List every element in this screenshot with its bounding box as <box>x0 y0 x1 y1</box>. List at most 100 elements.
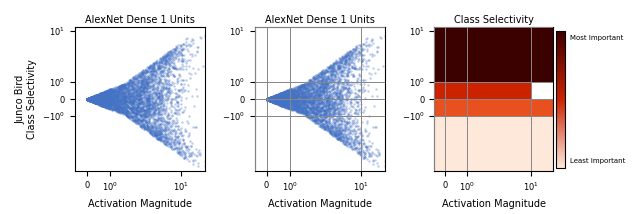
Point <box>290 108 300 112</box>
Point <box>108 103 118 107</box>
Point <box>157 98 167 102</box>
Point <box>275 96 285 99</box>
Point <box>262 97 272 101</box>
Point <box>86 98 97 101</box>
Point <box>327 126 337 129</box>
Point <box>342 113 353 117</box>
Point <box>113 111 124 114</box>
Point <box>86 98 97 101</box>
Point <box>337 75 347 78</box>
Point <box>262 98 272 101</box>
Point <box>266 100 276 103</box>
Point <box>100 91 111 94</box>
Point <box>147 105 157 108</box>
Point <box>108 97 118 100</box>
Point <box>92 96 102 99</box>
Point <box>84 97 95 100</box>
Point <box>135 101 145 104</box>
Point <box>273 95 283 99</box>
Point <box>282 89 292 92</box>
Point <box>266 98 276 102</box>
Point <box>268 96 278 99</box>
Point <box>90 100 100 103</box>
Point <box>140 108 150 112</box>
Point <box>333 83 344 86</box>
Point <box>262 98 273 101</box>
Point <box>134 99 144 102</box>
Point <box>280 92 290 96</box>
Point <box>264 98 275 102</box>
Point <box>90 101 100 104</box>
Point <box>96 93 106 96</box>
Point <box>273 96 283 100</box>
Point <box>282 104 292 107</box>
Point <box>329 117 339 121</box>
Point <box>142 120 152 123</box>
Point <box>266 98 276 102</box>
Point <box>262 98 273 101</box>
Point <box>97 102 108 105</box>
Point <box>154 61 164 64</box>
Point <box>265 99 275 102</box>
Point <box>354 141 364 144</box>
Point <box>161 86 171 89</box>
Point <box>267 98 277 101</box>
Point <box>281 89 291 93</box>
Point <box>312 79 323 83</box>
Point <box>303 102 313 105</box>
Point <box>95 97 106 101</box>
Point <box>150 77 160 81</box>
Point <box>149 64 159 67</box>
Point <box>166 57 177 61</box>
Point <box>135 114 145 117</box>
Point <box>319 78 329 82</box>
Point <box>275 98 285 102</box>
Point <box>82 97 92 101</box>
Point <box>140 94 150 97</box>
Point <box>278 92 288 95</box>
Point <box>83 97 93 101</box>
Point <box>143 74 153 78</box>
Point <box>138 102 148 105</box>
Point <box>282 95 292 99</box>
Point <box>159 109 170 112</box>
Point <box>338 104 348 108</box>
Point <box>88 100 99 103</box>
Point <box>274 96 284 99</box>
Point <box>325 64 335 67</box>
Point <box>363 43 373 46</box>
Point <box>83 97 93 100</box>
Point <box>273 94 283 97</box>
Point <box>271 96 282 99</box>
Point <box>335 102 346 105</box>
Point <box>89 97 99 101</box>
Point <box>94 100 104 103</box>
Point <box>165 49 175 52</box>
Point <box>324 74 335 77</box>
Point <box>270 97 280 100</box>
Point <box>348 146 358 150</box>
Point <box>85 97 95 101</box>
Point <box>161 114 172 118</box>
Point <box>326 64 336 67</box>
Point <box>90 98 100 101</box>
Point <box>280 93 291 97</box>
Point <box>91 94 101 98</box>
Point <box>148 101 158 105</box>
Point <box>264 98 274 102</box>
Point <box>147 68 157 72</box>
Point <box>138 83 148 86</box>
Point <box>275 94 285 98</box>
Point <box>292 89 303 92</box>
Point <box>310 96 320 99</box>
Point <box>118 94 128 97</box>
Point <box>264 97 275 100</box>
Point <box>138 118 148 122</box>
Point <box>92 100 102 104</box>
Point <box>262 97 273 101</box>
Point <box>83 98 93 101</box>
Point <box>90 94 100 98</box>
Point <box>84 96 95 100</box>
Point <box>362 135 372 138</box>
Point <box>180 78 191 81</box>
